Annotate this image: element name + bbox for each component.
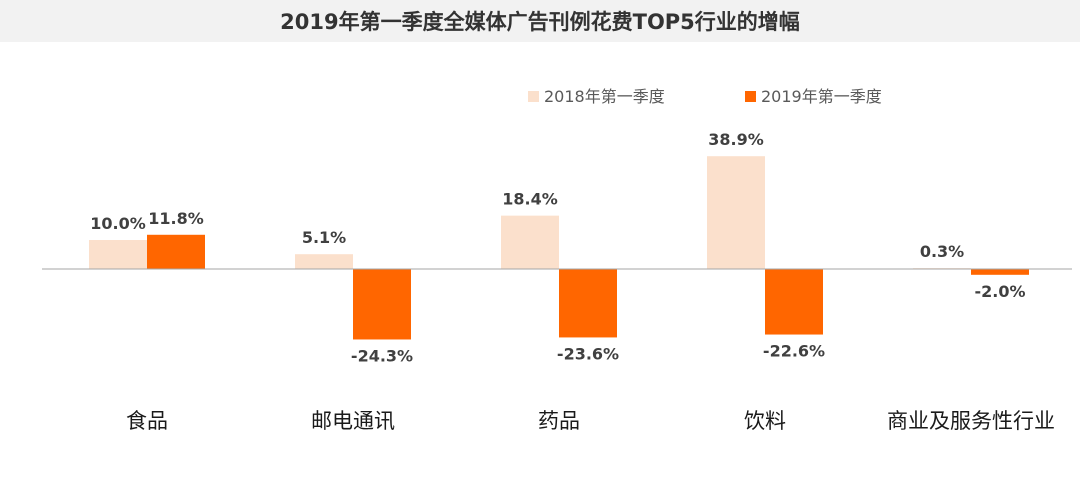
bar-chart: 2018年第一季度 2019年第一季度 10.0% 11.8%5.1%-24.3%1… xyxy=(42,87,1072,433)
legend-swatch-2019 xyxy=(745,91,756,102)
value-label-2019-1: -24.3% xyxy=(351,346,413,365)
bar-2019-3 xyxy=(765,269,823,335)
legend-label-2019: 2019年第一季度 xyxy=(761,87,882,106)
category-label-4: 商业及服务性行业 xyxy=(887,409,1055,433)
category-label-0: 食品 xyxy=(126,409,168,433)
bar-2018-2 xyxy=(501,215,559,269)
value-label-2018-2: 18.4% xyxy=(502,190,558,209)
value-labels: 10.0% 11.8% 5.1% -24.3% 18.4% -23.6% 38.9% -22.… xyxy=(90,130,1025,365)
bar-2019-1 xyxy=(353,269,411,340)
category-label-1: 邮电通讯 xyxy=(311,409,395,433)
bar-2018-1 xyxy=(295,254,353,269)
value-label-2019-0: 11.8% xyxy=(148,209,204,228)
bar-2018-0 xyxy=(89,240,147,269)
bar-2019-2 xyxy=(559,269,617,338)
value-label-2018-3: 38.9% xyxy=(708,130,764,149)
value-label-2019-2: -23.6% xyxy=(557,344,619,363)
category-label-2: 药品 xyxy=(538,409,580,433)
category-label-3: 饮料 xyxy=(744,409,786,433)
legend: 2018年第一季度 2019年第一季度 xyxy=(528,87,882,106)
value-label-2019-4: -2.0% xyxy=(974,282,1025,301)
bar-2018-3 xyxy=(707,156,765,269)
bars xyxy=(89,156,1029,340)
legend-swatch-2018 xyxy=(528,91,539,102)
chart-title-band: 2019年第一季度全媒体广告刊例花费TOP5行业的增幅 xyxy=(0,0,1080,42)
category-labels: 食品 邮电通讯 药品 饮料 商业及服务性行业 xyxy=(126,409,1055,433)
value-label-2018-1: 5.1% xyxy=(302,228,346,247)
value-label-2019-3: -22.6% xyxy=(763,342,825,361)
bar-2019-0 xyxy=(147,234,205,269)
legend-label-2018: 2018年第一季度 xyxy=(544,87,665,106)
chart-title: 2019年第一季度全媒体广告刊例花费TOP5行业的增幅 xyxy=(280,10,800,34)
value-label-2018-0: 10.0% xyxy=(90,214,146,233)
bar-2019-4 xyxy=(971,269,1029,275)
value-label-2018-4: 0.3% xyxy=(920,242,964,261)
